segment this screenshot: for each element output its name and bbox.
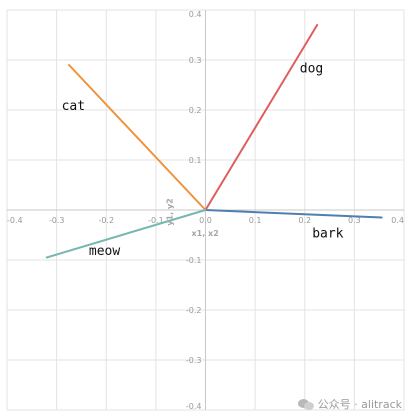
wechat-icon: [297, 398, 314, 410]
chart-series: [45, 24, 383, 259]
x-tick-label-6: 0.2: [298, 216, 311, 225]
series-line-meow: [45, 209, 207, 259]
annotation-dog: dog: [300, 62, 323, 77]
y-axis-title: y1, y2: [166, 198, 175, 225]
y-tick-label-2: 0.2: [189, 106, 202, 115]
y-tick-label-0: 0.4: [189, 10, 202, 19]
annotation-meow: meow: [89, 244, 120, 259]
x-tick-label-3: -0.1: [148, 216, 164, 225]
x-tick-label-7: 0.3: [348, 216, 361, 225]
y-tick-label-7: -0.3: [186, 356, 202, 365]
chart-axes: -0.4 -0.3 -0.2 -0.1 0.0 0.1 0.2 0.3 0.4 0.4 0.3 0.2…: [7, 10, 404, 411]
x-tick-label-1: -0.3: [49, 216, 65, 225]
x-tick-label-8: 0.4: [391, 216, 404, 225]
y-tick-label-6: -0.2: [186, 306, 202, 315]
chart-labels: cat dog bark meow: [62, 62, 344, 260]
annotation-bark: bark: [312, 227, 343, 242]
x-tick-label-2: -0.2: [98, 216, 114, 225]
x-axis-title: x1, x2: [192, 229, 219, 238]
x-tick-label-0: -0.4: [7, 216, 23, 225]
x-tick-label-5: 0.1: [249, 216, 262, 225]
y-tick-label-1: 0.3: [189, 56, 202, 65]
y-tick-label-3: 0.1: [189, 156, 202, 165]
series-line-bark: [204, 209, 383, 219]
series-line-cat: [68, 64, 207, 211]
y-tick-label-5: -0.1: [186, 256, 202, 265]
x-tick-label-4: 0.0: [199, 216, 212, 225]
watermark-text: 公众号 · alitrack: [317, 398, 402, 411]
annotation-cat: cat: [62, 99, 85, 114]
series-line-dog: [204, 24, 319, 211]
watermark: 公众号 · alitrack: [297, 396, 402, 412]
y-tick-label-8: -0.4: [186, 402, 202, 411]
